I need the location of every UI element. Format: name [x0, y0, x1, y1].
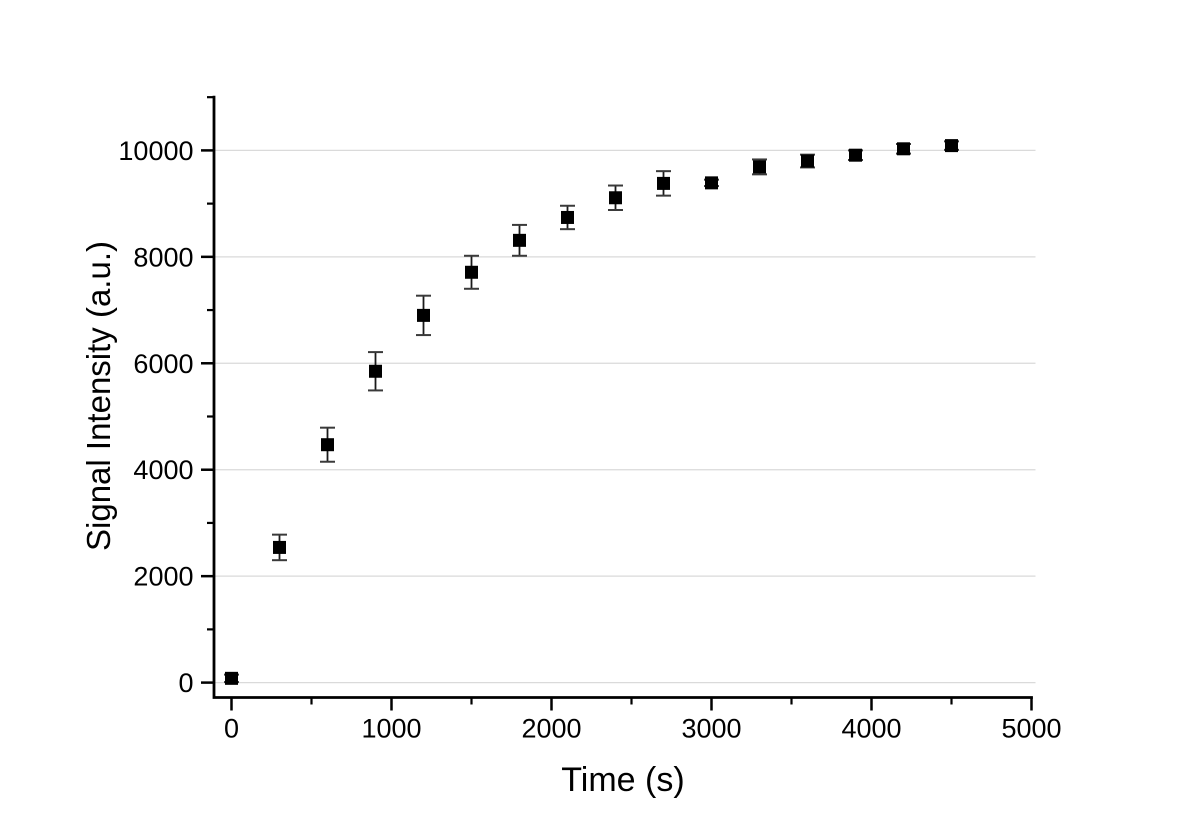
data-point-group: [416, 294, 431, 337]
data-point-group: [512, 223, 527, 257]
data-point-group: [368, 351, 383, 392]
data-point-marker: [801, 154, 814, 168]
x-tick-label: 3000: [681, 714, 741, 744]
x-axis-title: Time (s): [561, 761, 684, 799]
data-point-group: [608, 184, 623, 212]
data-point-group: [800, 153, 815, 169]
gridlines: [214, 149, 1036, 684]
data-point-marker: [705, 176, 718, 190]
axis-tick-labels: 0 2000 4000 6000 8000 10000 0 1000 2000 3000 4000 5…: [118, 136, 1061, 744]
data-point-group: [752, 158, 767, 176]
data-point-group: [848, 148, 863, 162]
y-tick-label: 10000: [118, 136, 193, 166]
data-point-marker: [417, 308, 430, 322]
data-point-group: [224, 671, 239, 685]
x-tick-label: 4000: [841, 714, 901, 744]
x-tick-label: 1000: [361, 714, 421, 744]
y-tick-label: 8000: [133, 242, 193, 272]
data-point-marker: [321, 438, 334, 452]
x-tick-label: 2000: [521, 714, 581, 744]
data-point-marker: [849, 148, 862, 162]
data-point-group: [272, 533, 287, 562]
data-point-group: [464, 254, 479, 290]
axis-ticks: [201, 96, 1033, 711]
data-point-marker: [465, 265, 478, 279]
data-point-marker: [369, 364, 382, 378]
data-point-marker: [561, 210, 574, 224]
x-tick-label: 5000: [1001, 714, 1061, 744]
axes: [212, 95, 1033, 699]
y-tick-label: 6000: [133, 349, 193, 379]
data-point-group: [560, 204, 575, 231]
data-point-group: [896, 142, 911, 156]
data-point-marker: [945, 139, 958, 153]
data-point-marker: [897, 142, 910, 156]
data-point-group: [656, 170, 671, 197]
data-point-marker: [609, 191, 622, 205]
axis-frame: [212, 95, 1033, 699]
data-point-marker: [273, 540, 286, 554]
data-point-marker: [657, 176, 670, 190]
data-point-group: [944, 139, 959, 153]
data-series: [224, 139, 959, 685]
data-point-group: [320, 426, 335, 463]
y-tick-label: 0: [178, 668, 193, 698]
data-point-marker: [753, 160, 766, 174]
y-axis-title: Signal Intensity (a.u.): [80, 241, 117, 551]
data-point-group: [704, 176, 719, 190]
y-tick-label: 2000: [133, 562, 193, 592]
data-point-marker: [513, 233, 526, 247]
data-point-marker: [225, 671, 238, 685]
x-tick-label: 0: [224, 714, 239, 744]
y-tick-label: 4000: [133, 455, 193, 485]
